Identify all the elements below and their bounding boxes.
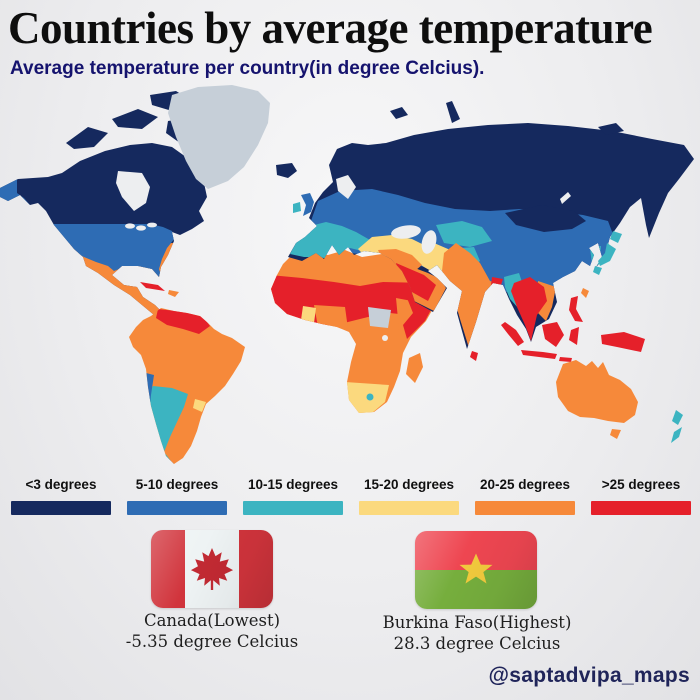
great-lakes bbox=[136, 225, 146, 231]
legend-item-gt25: >25 degrees bbox=[591, 477, 691, 515]
lowest-country-caption: Canada(Lowest) -5.35 degree Celcius bbox=[82, 610, 342, 652]
region-canada-arctic-islands bbox=[112, 109, 158, 129]
legend: <3 degrees 5-10 degrees 10-15 degrees 15… bbox=[11, 477, 691, 515]
legend-item-lt3: <3 degrees bbox=[11, 477, 111, 515]
maple-leaf-icon bbox=[190, 547, 234, 591]
legend-swatch bbox=[475, 501, 575, 515]
lake-baikal bbox=[560, 192, 571, 204]
flag-band bbox=[238, 530, 273, 608]
legend-item-10-15: 10-15 degrees bbox=[243, 477, 343, 515]
burkina-faso-flag bbox=[415, 531, 537, 609]
world-map bbox=[0, 85, 700, 465]
region-tasmania bbox=[610, 429, 621, 439]
region-taiwan bbox=[581, 288, 589, 298]
region-japan bbox=[593, 266, 602, 275]
region-iceland bbox=[276, 163, 297, 178]
legend-item-20-25: 20-25 degrees bbox=[475, 477, 575, 515]
region-new-guinea bbox=[601, 332, 645, 352]
highest-country-caption: Burkina Faso(Highest) 28.3 degree Celciu… bbox=[347, 612, 607, 654]
lowest-country-value: -5.35 degree Celcius bbox=[125, 632, 299, 651]
legend-label: 5-10 degrees bbox=[135, 477, 219, 492]
region-saudi-arabia bbox=[396, 263, 436, 301]
region-nigeria bbox=[314, 305, 348, 329]
flag-gloss bbox=[151, 530, 273, 608]
region-usa bbox=[45, 224, 175, 278]
region-chile bbox=[142, 373, 175, 464]
region-russian-arctic-islands bbox=[390, 107, 408, 119]
region-ghana bbox=[301, 306, 316, 323]
highest-country-value: 28.3 degree Celcius bbox=[393, 634, 561, 653]
region-uk bbox=[301, 193, 314, 216]
region-uruguay bbox=[193, 399, 206, 412]
hudson-bay bbox=[116, 171, 150, 211]
region-philippines bbox=[569, 296, 583, 322]
region-south-africa bbox=[344, 382, 389, 413]
region-indonesia bbox=[542, 322, 564, 347]
legend-swatch bbox=[591, 501, 691, 515]
region-new-zealand bbox=[672, 410, 683, 425]
flag-gloss bbox=[415, 531, 537, 609]
region-mongolia bbox=[505, 205, 586, 232]
legend-item-5-10: 5-10 degrees bbox=[127, 477, 227, 515]
page-subtitle: Average temperature per country(in degre… bbox=[10, 58, 485, 79]
legend-label: 10-15 degrees bbox=[247, 477, 339, 492]
region-greenland bbox=[168, 85, 270, 189]
legend-label: 20-25 degrees bbox=[479, 477, 571, 492]
region-south-sudan bbox=[368, 307, 391, 328]
legend-label: <3 degrees bbox=[25, 477, 97, 492]
baltic-sea bbox=[336, 175, 356, 199]
highest-country-name: Burkina Faso(Highest) bbox=[382, 613, 572, 632]
region-canada-arctic-islands bbox=[66, 127, 108, 149]
region-madagascar bbox=[406, 353, 423, 383]
legend-swatch bbox=[127, 501, 227, 515]
region-russian-arctic-islands bbox=[446, 101, 460, 123]
great-lakes bbox=[125, 223, 135, 229]
region-new-zealand bbox=[671, 427, 682, 443]
region-indonesia bbox=[559, 357, 572, 362]
star-icon bbox=[459, 553, 493, 584]
region-indonesia bbox=[569, 327, 579, 345]
region-lesotho bbox=[366, 393, 374, 401]
legend-label: 15-20 degrees bbox=[363, 477, 455, 492]
region-indonesia bbox=[501, 322, 524, 346]
flag-band bbox=[151, 530, 186, 608]
legend-swatch bbox=[11, 501, 111, 515]
region-russian-arctic-islands bbox=[598, 123, 624, 135]
legend-swatch bbox=[243, 501, 343, 515]
region-venezuela bbox=[156, 309, 210, 334]
region-somalia bbox=[403, 298, 433, 339]
region-japan bbox=[610, 231, 622, 243]
black-sea bbox=[391, 225, 421, 239]
region-sri-lanka bbox=[470, 351, 478, 361]
lake-victoria bbox=[382, 335, 388, 341]
region-ireland bbox=[293, 202, 301, 213]
region-thailand-laos bbox=[511, 277, 547, 341]
canada-flag bbox=[151, 530, 273, 608]
region-india-pakistan bbox=[442, 243, 507, 348]
lowest-country-name: Canada(Lowest) bbox=[143, 611, 281, 630]
great-lakes bbox=[147, 222, 157, 228]
region-hispaniola bbox=[168, 290, 179, 297]
caspian-sea bbox=[421, 230, 437, 254]
attribution-handle: @saptadvipa_maps bbox=[488, 664, 690, 687]
region-japan bbox=[598, 243, 616, 266]
page-title: Countries by average temperature bbox=[8, 3, 653, 53]
legend-label: >25 degrees bbox=[601, 477, 681, 492]
legend-swatch bbox=[359, 501, 459, 515]
region-indonesia bbox=[521, 350, 557, 359]
legend-item-15-20: 15-20 degrees bbox=[359, 477, 459, 515]
region-australia bbox=[556, 360, 638, 423]
region-cuba bbox=[140, 282, 165, 291]
